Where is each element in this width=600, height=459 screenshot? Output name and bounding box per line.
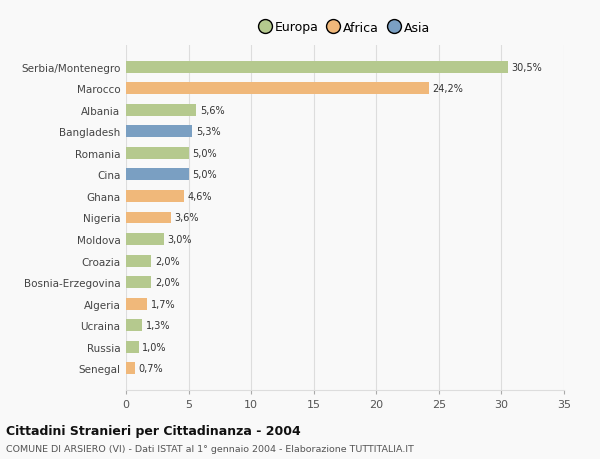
Text: 30,5%: 30,5% [511, 62, 542, 73]
Text: 1,7%: 1,7% [151, 299, 176, 309]
Text: COMUNE DI ARSIERO (VI) - Dati ISTAT al 1° gennaio 2004 - Elaborazione TUTTITALIA: COMUNE DI ARSIERO (VI) - Dati ISTAT al 1… [6, 444, 414, 453]
Bar [126, 148, 188, 159]
Text: 2,0%: 2,0% [155, 256, 179, 266]
Text: 3,6%: 3,6% [175, 213, 199, 223]
Bar [126, 319, 142, 331]
Text: 1,3%: 1,3% [146, 320, 170, 330]
Text: 4,6%: 4,6% [187, 191, 212, 202]
Bar [126, 255, 151, 267]
Bar [126, 190, 184, 202]
Bar [126, 341, 139, 353]
Text: 5,3%: 5,3% [196, 127, 221, 137]
Text: 0,7%: 0,7% [139, 364, 163, 374]
Text: 24,2%: 24,2% [433, 84, 463, 94]
Text: 2,0%: 2,0% [155, 278, 179, 287]
Bar [126, 234, 164, 246]
Legend: Europa, Africa, Asia: Europa, Africa, Asia [256, 18, 434, 38]
Bar [126, 363, 135, 375]
Bar [126, 105, 196, 117]
Bar [126, 277, 151, 288]
Bar [126, 212, 171, 224]
Text: Cittadini Stranieri per Cittadinanza - 2004: Cittadini Stranieri per Cittadinanza - 2… [6, 424, 301, 437]
Text: 3,0%: 3,0% [167, 235, 192, 245]
Text: 5,0%: 5,0% [193, 149, 217, 158]
Bar [126, 83, 429, 95]
Text: 1,0%: 1,0% [142, 342, 167, 352]
Bar [126, 126, 193, 138]
Text: 5,0%: 5,0% [193, 170, 217, 180]
Bar [126, 169, 188, 181]
Bar [126, 62, 508, 73]
Text: 5,6%: 5,6% [200, 106, 224, 116]
Bar [126, 298, 147, 310]
